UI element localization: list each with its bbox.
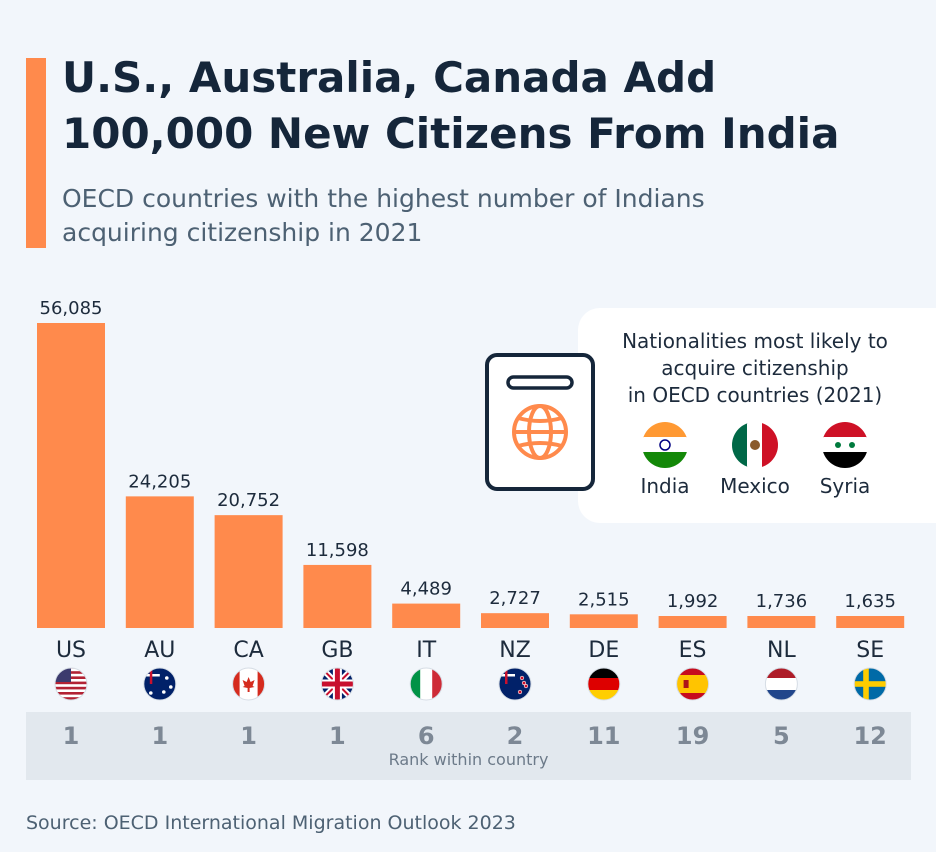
bar-nz xyxy=(481,613,549,628)
rank-value-se: 12 xyxy=(853,722,886,750)
flag-india-icon xyxy=(642,422,688,468)
bar-de xyxy=(569,614,638,628)
chart-subtitle: OECD countries with the highest number o… xyxy=(62,182,882,250)
category-label-es: ES xyxy=(679,638,707,663)
bar-se xyxy=(836,616,905,628)
nationality-syria: Syria xyxy=(795,422,895,498)
value-label-nl: 1,736 xyxy=(756,591,808,612)
flag-se-icon xyxy=(853,667,887,701)
chart-title-line-1: U.S., Australia, Canada Add xyxy=(62,53,717,102)
rank-caption: Rank within country xyxy=(388,750,549,769)
category-label-de: DE xyxy=(588,638,619,663)
source-note: Source: OECD International Migration Out… xyxy=(26,812,516,834)
flag-ca-icon xyxy=(232,667,266,701)
flag-au-icon xyxy=(143,667,177,701)
bar-es xyxy=(658,616,727,628)
category-label-us: US xyxy=(56,638,86,663)
flag-nz-icon xyxy=(498,667,532,701)
info-box-title-line-1: Nationalities most likely to xyxy=(622,329,888,353)
flag-de-icon xyxy=(587,667,621,701)
bar-au xyxy=(125,496,194,628)
rank-value-ca: 1 xyxy=(240,722,257,750)
value-label-us: 56,085 xyxy=(40,298,103,319)
chart-title: U.S., Australia, Canada Add 100,000 New … xyxy=(62,50,839,162)
value-label-au: 24,205 xyxy=(128,471,191,492)
value-label-de: 2,515 xyxy=(578,589,630,610)
category-label-ca: CA xyxy=(233,638,263,663)
nationalities-info-box xyxy=(578,308,936,523)
info-box-title: Nationalities most likely to acquire cit… xyxy=(596,328,914,409)
rank-value-es: 19 xyxy=(676,722,709,750)
rank-value-nl: 5 xyxy=(773,722,790,750)
category-label-au: AU xyxy=(144,638,175,663)
nationality-label-india: India xyxy=(640,474,690,498)
value-label-es: 1,992 xyxy=(667,591,719,612)
rank-value-us: 1 xyxy=(63,722,80,750)
rank-panel xyxy=(26,712,911,780)
rank-value-gb: 1 xyxy=(329,722,346,750)
info-box-title-line-2: acquire citizenship xyxy=(661,356,849,380)
flag-it-icon xyxy=(409,667,443,701)
bar-ca xyxy=(214,515,283,628)
flag-mexico-icon xyxy=(732,422,778,468)
bar-it xyxy=(392,603,461,628)
flag-es-icon xyxy=(676,667,710,701)
rank-value-it: 6 xyxy=(418,722,435,750)
value-label-ca: 20,752 xyxy=(217,490,280,511)
category-label-nl: NL xyxy=(767,638,796,663)
chart-subtitle-line-2: acquiring citizenship in 2021 xyxy=(62,218,423,247)
category-label-gb: GB xyxy=(321,638,353,663)
nationality-label-mexico: Mexico xyxy=(720,474,790,498)
nationality-mexico: Mexico xyxy=(705,422,805,498)
category-label-it: IT xyxy=(416,638,436,663)
flag-gb-icon xyxy=(320,667,354,701)
title-accent-bar xyxy=(26,58,46,248)
chart-title-line-2: 100,000 New Citizens From India xyxy=(62,109,840,158)
rank-value-au: 1 xyxy=(151,722,168,750)
rank-value-nz: 2 xyxy=(507,722,524,750)
flag-nl-icon xyxy=(764,667,798,701)
value-label-nz: 2,727 xyxy=(489,588,541,609)
category-label-nz: NZ xyxy=(499,638,531,663)
nationality-india: India xyxy=(615,422,715,498)
flag-us-icon xyxy=(54,667,88,701)
bar-us xyxy=(37,323,105,628)
info-box-title-line-3: in OECD countries (2021) xyxy=(627,383,883,407)
value-label-gb: 11,598 xyxy=(306,540,369,561)
chart-subtitle-line-1: OECD countries with the highest number o… xyxy=(62,184,705,213)
value-label-it: 4,489 xyxy=(400,579,452,600)
nationality-label-syria: Syria xyxy=(819,474,871,498)
flag-syria-icon xyxy=(822,422,868,468)
passport-globe-icon xyxy=(484,352,596,496)
category-label-se: SE xyxy=(856,638,884,663)
rank-value-de: 11 xyxy=(587,722,620,750)
value-label-se: 1,635 xyxy=(844,591,896,612)
bar-gb xyxy=(303,564,372,628)
bar-nl xyxy=(747,616,816,628)
